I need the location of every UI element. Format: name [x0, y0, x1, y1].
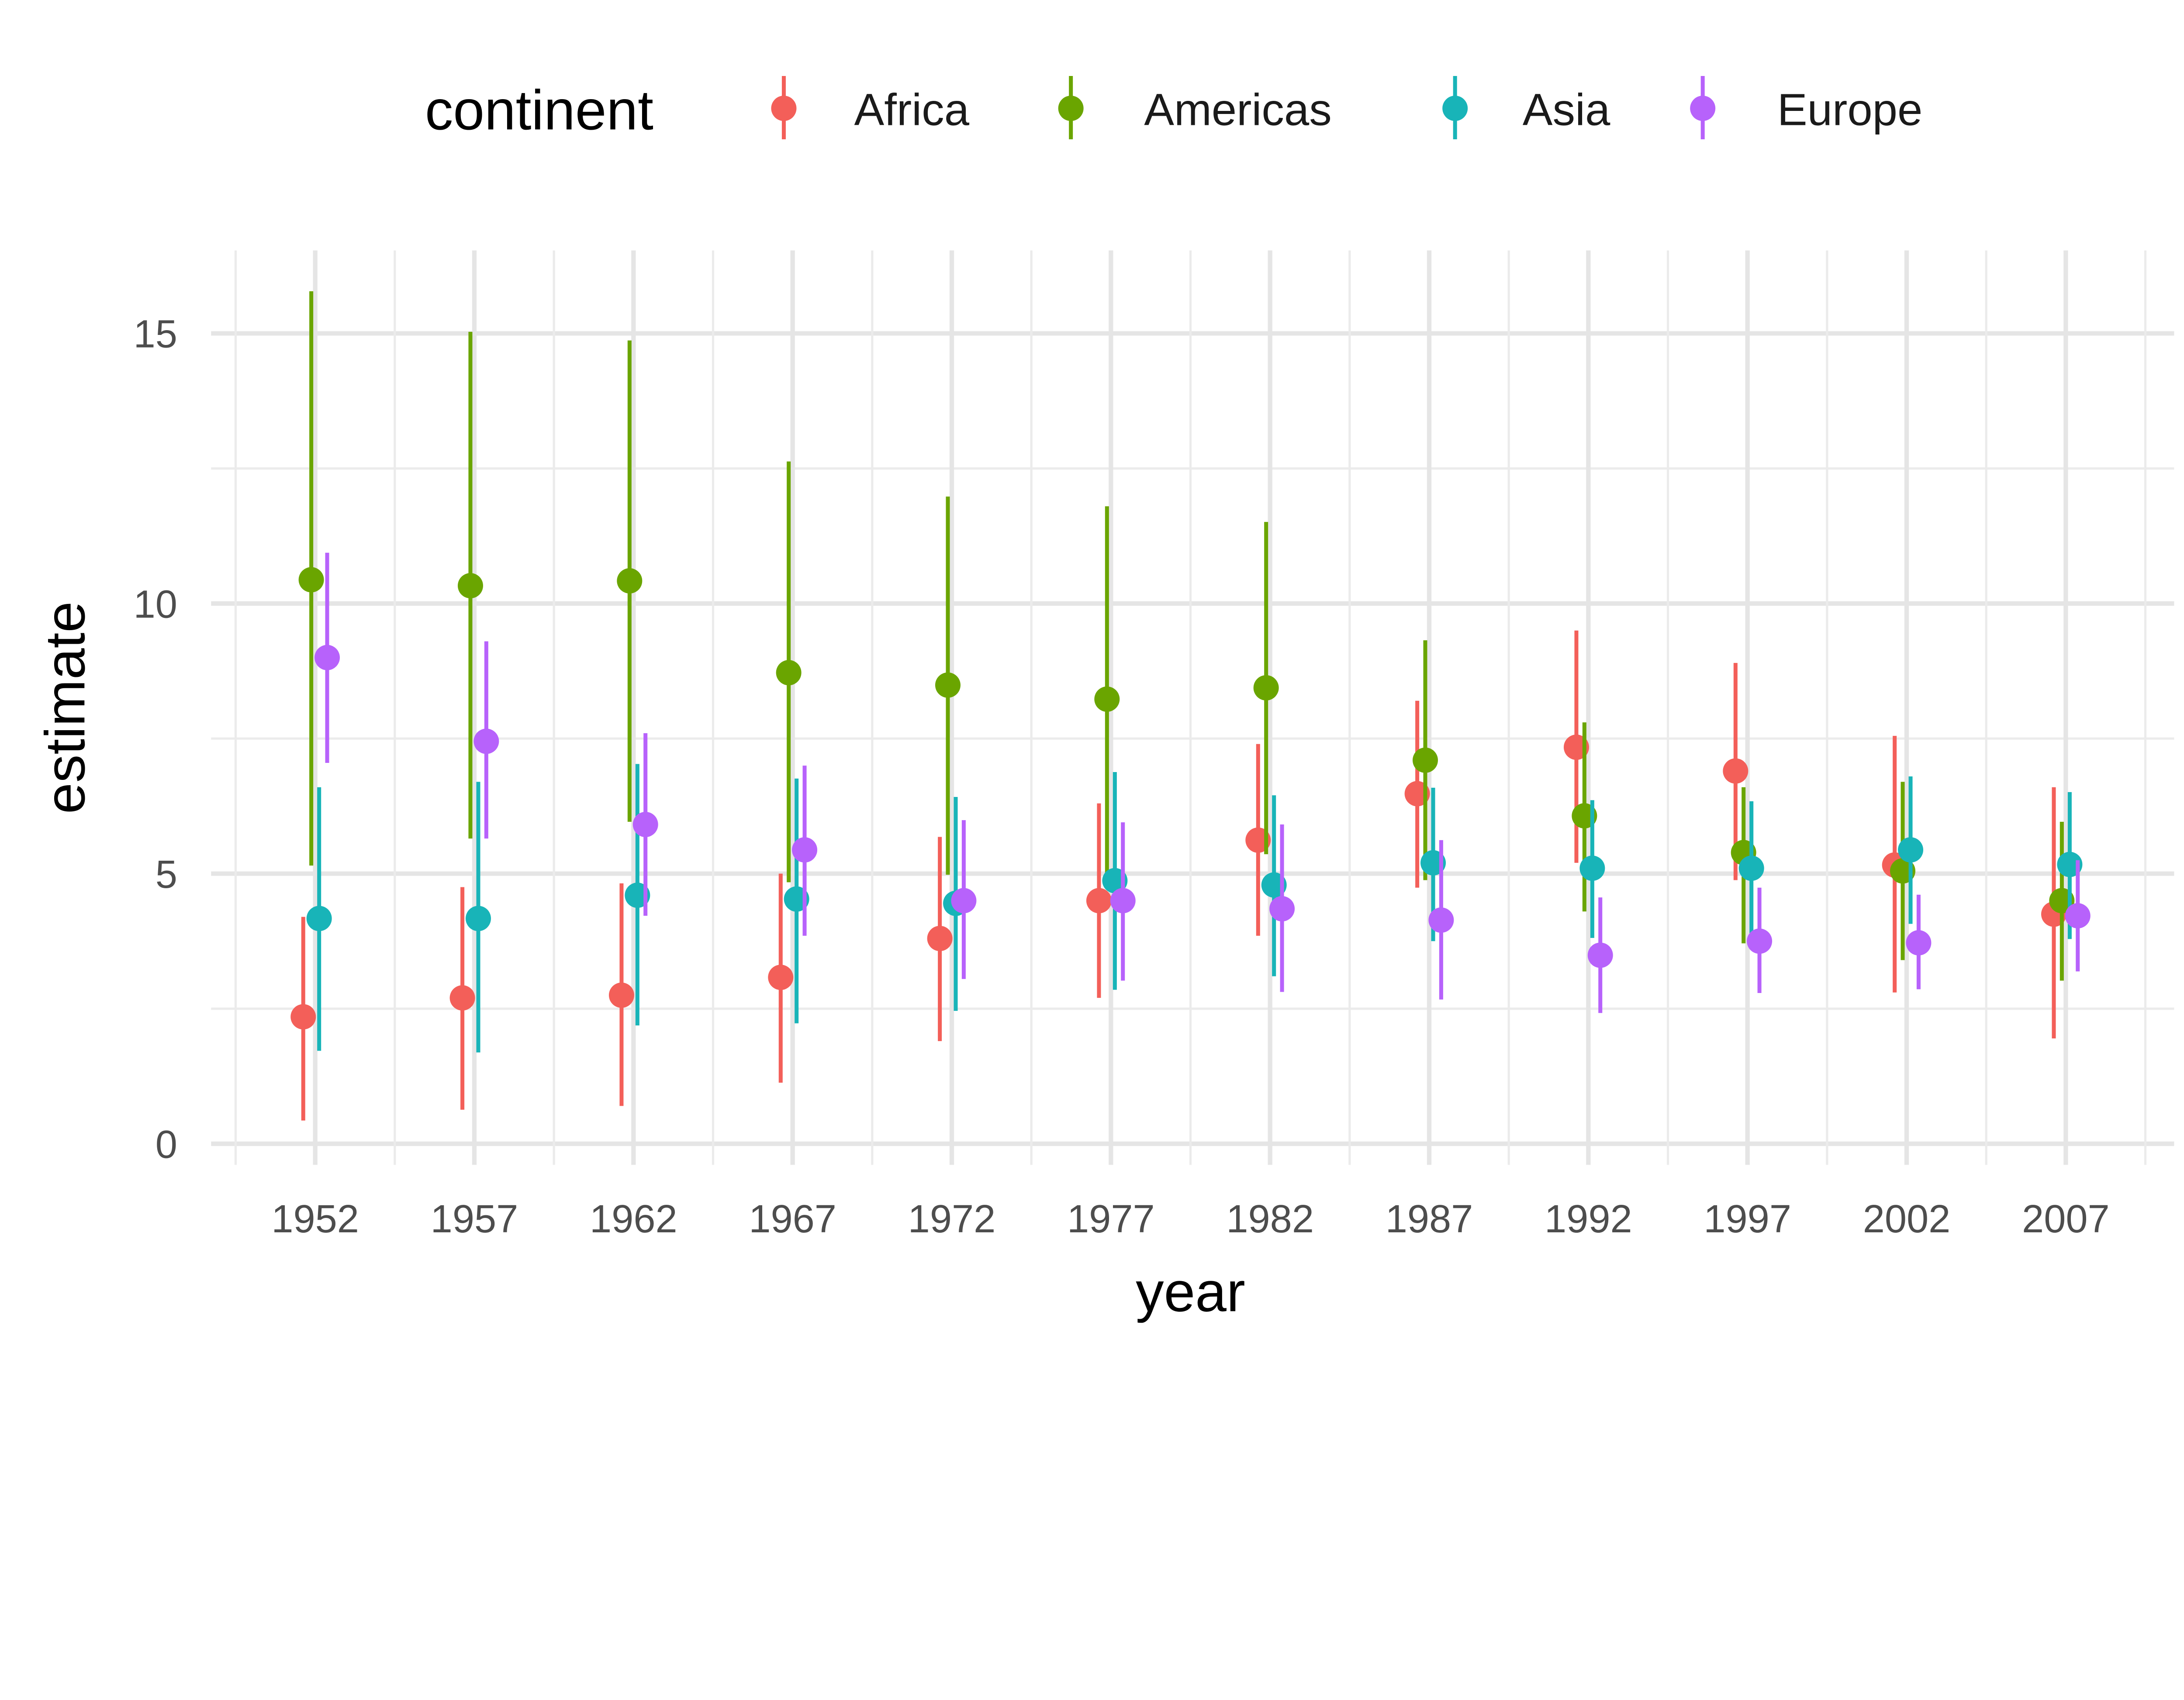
- x-tick-label: 2002: [1863, 1197, 1951, 1241]
- series-europe: [314, 552, 2091, 1013]
- data-point: [792, 837, 818, 863]
- data-point: [617, 568, 643, 594]
- y-tick-label: 0: [156, 1122, 177, 1166]
- x-axis-ticks: 1952 1957 1962 1967 1972 1977 1982 1987 1992 1997…: [271, 1197, 2109, 1241]
- x-tick-label: 1997: [1704, 1197, 1791, 1241]
- x-tick-label: 1962: [590, 1197, 677, 1241]
- legend-label: Europe: [1777, 85, 1922, 135]
- data-point: [608, 982, 634, 1008]
- x-tick-label: 1992: [1545, 1197, 1632, 1241]
- legend-label: Africa: [854, 85, 970, 135]
- x-tick-label: 1967: [749, 1197, 836, 1241]
- data-point: [927, 926, 953, 952]
- data-point: [1412, 747, 1438, 773]
- data-point: [768, 965, 794, 990]
- data-point: [1587, 942, 1613, 968]
- legend: continent Africa Americas Asia Europe: [425, 76, 1922, 141]
- legend-title: continent: [425, 79, 653, 141]
- data-point: [290, 1004, 316, 1030]
- legend-key-point: [771, 96, 797, 121]
- data-point: [951, 888, 977, 914]
- data-point: [935, 672, 961, 698]
- legend-item-asia: Asia: [1442, 76, 1610, 139]
- series-americas: [298, 291, 2075, 981]
- data-point: [1579, 855, 1605, 881]
- data-point: [1428, 907, 1454, 933]
- data-point: [1898, 837, 1924, 863]
- grid: [211, 250, 2174, 1165]
- data-point: [1738, 855, 1764, 881]
- legend-key-point: [1058, 96, 1084, 121]
- x-tick-label: 1952: [271, 1197, 359, 1241]
- legend-label: Americas: [1144, 85, 1332, 135]
- data-point: [1906, 930, 1932, 955]
- y-axis-ticks: 0 5 10 15: [134, 312, 177, 1167]
- data-point: [632, 812, 658, 838]
- x-axis-title: year: [1136, 1261, 1245, 1324]
- data-point: [1747, 928, 1773, 954]
- data-marks: [290, 291, 2091, 1121]
- legend-item-americas: Americas: [1058, 76, 1332, 139]
- data-point: [1110, 888, 1136, 914]
- data-point: [776, 660, 802, 686]
- data-point: [314, 645, 340, 670]
- legend-item-africa: Africa: [771, 76, 970, 139]
- data-point: [457, 573, 483, 599]
- data-point: [1086, 888, 1112, 914]
- legend-label: Asia: [1523, 85, 1610, 135]
- x-tick-label: 1977: [1067, 1197, 1155, 1241]
- data-point: [1723, 758, 1749, 784]
- legend-key-point: [1690, 96, 1716, 121]
- data-point: [306, 906, 332, 931]
- data-point: [466, 906, 491, 931]
- data-point: [298, 567, 324, 593]
- data-point: [1094, 686, 1120, 712]
- data-point: [1253, 675, 1279, 701]
- y-tick-label: 15: [134, 312, 177, 356]
- legend-item-europe: Europe: [1690, 76, 1922, 139]
- data-point: [2065, 903, 2091, 929]
- x-tick-label: 1982: [1226, 1197, 1314, 1241]
- x-tick-label: 1987: [1386, 1197, 1473, 1241]
- x-tick-label: 1957: [431, 1197, 518, 1241]
- data-point: [1269, 896, 1295, 922]
- y-tick-label: 5: [156, 852, 177, 897]
- data-point: [473, 728, 499, 754]
- x-tick-label: 2007: [2022, 1197, 2110, 1241]
- x-tick-label: 1972: [908, 1197, 996, 1241]
- y-axis-title: estimate: [34, 601, 97, 814]
- data-point: [449, 985, 475, 1011]
- legend-key-point: [1442, 96, 1468, 121]
- y-tick-label: 10: [134, 582, 177, 626]
